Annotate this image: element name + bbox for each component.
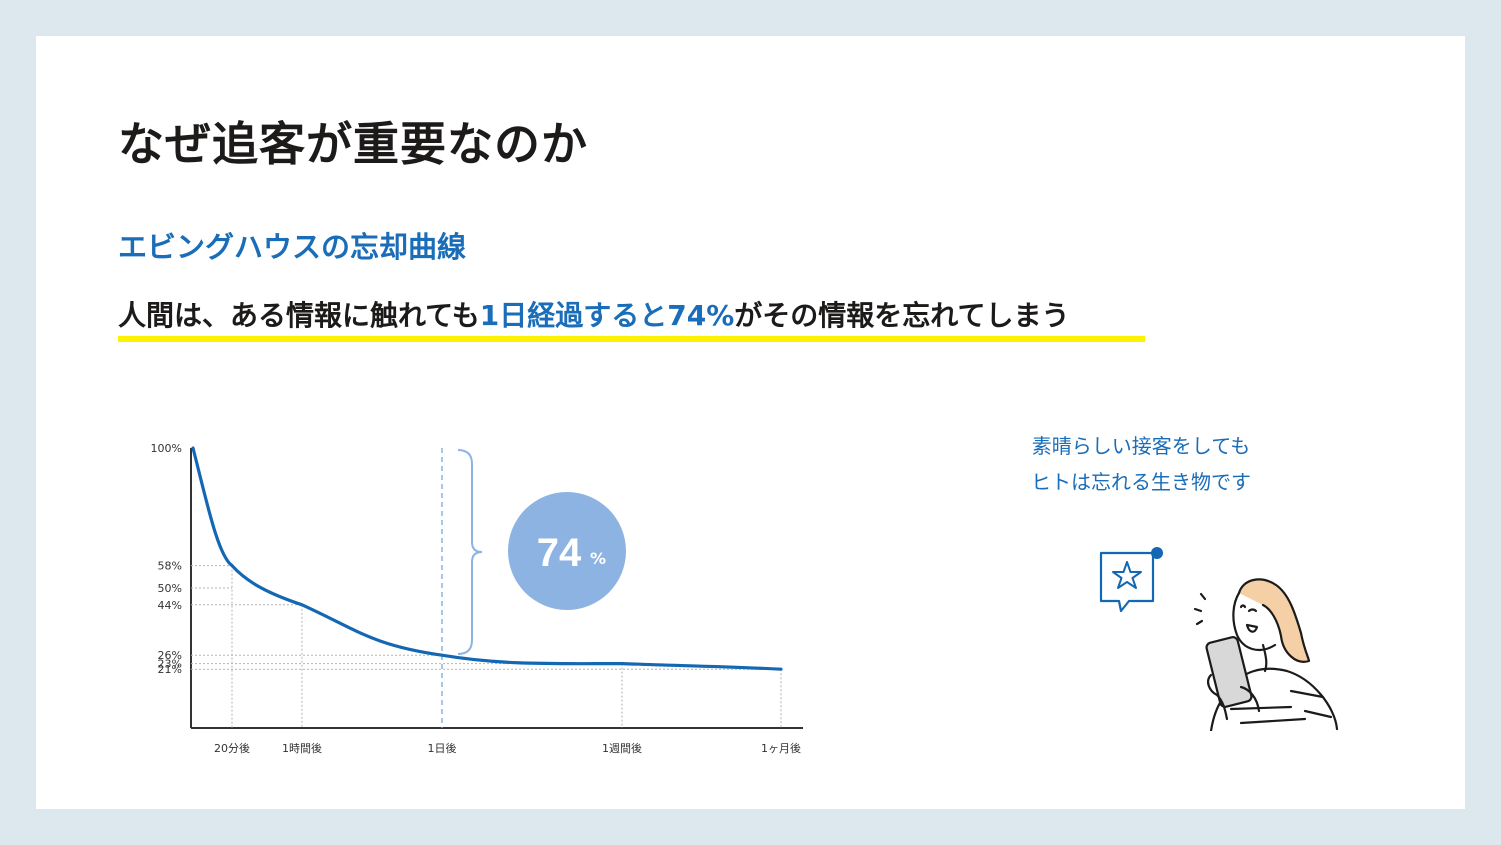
series-line bbox=[191, 446, 783, 671]
woman-with-phone-illustration bbox=[1099, 547, 1339, 731]
x-tick-label: 1週間後 bbox=[602, 741, 642, 755]
woman-figure bbox=[1205, 578, 1339, 731]
lead-highlight: 1日経過すると74% bbox=[479, 299, 735, 332]
x-tick-label: 1ヶ月後 bbox=[761, 741, 801, 755]
y-tick-label: 58% bbox=[158, 560, 182, 573]
page-title: なぜ追客が重要なのか bbox=[118, 117, 588, 171]
annotation-value: 74 bbox=[537, 531, 582, 575]
lead-part2: がその情報を忘れてしまう bbox=[734, 299, 1070, 332]
lead-part1: 人間は、ある情報に触れても bbox=[118, 299, 480, 332]
x-tick-label: 1日後 bbox=[428, 741, 457, 755]
annotation-unit: % bbox=[590, 549, 606, 568]
annotation-bubble bbox=[508, 492, 626, 610]
star-bubble-icon bbox=[1099, 547, 1163, 613]
lead-underline bbox=[118, 336, 1145, 342]
y-tick-label: 23% bbox=[158, 658, 182, 671]
surprise-lines bbox=[1193, 592, 1207, 626]
y-tick-label: 100% bbox=[151, 442, 182, 455]
section-subtitle: エビングハウスの忘却曲線 bbox=[118, 230, 467, 264]
y-tick-label: 44% bbox=[158, 599, 182, 612]
caption: 素晴らしい接客をしても ヒトは忘れる生き物です bbox=[1016, 428, 1266, 500]
x-tick-label: 20分後 bbox=[214, 741, 250, 755]
caption-line1: 素晴らしい接客をしても bbox=[1031, 434, 1251, 458]
y-tick-label: 21% bbox=[158, 663, 182, 676]
forgetting-curve-chart: 100% 58% 50% 44% 26%23%21% 20分後 1時間後 1日後 1週間後 1ヶ月… bbox=[151, 442, 803, 755]
y-tick-label: 26% bbox=[158, 649, 182, 662]
lead-text: 人間は、ある情報に触れても1日経過すると74%がその情報を忘れてしまう bbox=[118, 294, 1069, 334]
slide: なぜ追客が重要なのか エビングハウスの忘却曲線 人間は、ある情報に触れても1日経… bbox=[36, 36, 1465, 809]
x-tick-label: 1時間後 bbox=[282, 741, 322, 755]
brace bbox=[457, 449, 483, 655]
y-tick-label: 50% bbox=[158, 582, 182, 595]
caption-line2: ヒトは忘れる生き物です bbox=[1031, 470, 1251, 494]
